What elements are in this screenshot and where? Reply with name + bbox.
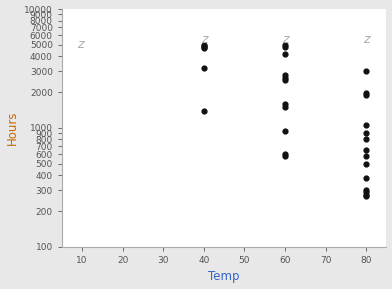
Point <box>282 101 288 106</box>
Point <box>282 154 288 158</box>
Point <box>363 192 369 197</box>
Point <box>282 128 288 133</box>
Point <box>363 92 369 97</box>
Text: z: z <box>363 34 369 47</box>
Point <box>201 108 207 113</box>
Point <box>363 188 369 192</box>
Point <box>363 137 369 142</box>
Point <box>363 154 369 158</box>
Text: z: z <box>282 34 288 47</box>
Point <box>363 162 369 166</box>
Point <box>363 123 369 128</box>
Point <box>201 66 207 70</box>
Point <box>282 73 288 77</box>
Point <box>282 42 288 47</box>
Point <box>282 77 288 82</box>
Point <box>282 105 288 109</box>
Point <box>201 42 207 47</box>
Point <box>363 190 369 194</box>
Point <box>282 152 288 157</box>
Point <box>363 69 369 73</box>
Text: z: z <box>201 34 207 47</box>
Point <box>363 91 369 96</box>
Point <box>201 44 207 48</box>
Point <box>363 176 369 180</box>
Point <box>201 46 207 50</box>
Point <box>282 45 288 49</box>
Point <box>363 131 369 136</box>
Point <box>282 51 288 56</box>
Text: z: z <box>77 38 83 51</box>
Point <box>201 45 207 49</box>
Point <box>363 193 369 198</box>
X-axis label: Temp: Temp <box>209 271 240 284</box>
Point <box>363 148 369 153</box>
Point <box>282 75 288 80</box>
Y-axis label: Hours: Hours <box>5 111 18 145</box>
